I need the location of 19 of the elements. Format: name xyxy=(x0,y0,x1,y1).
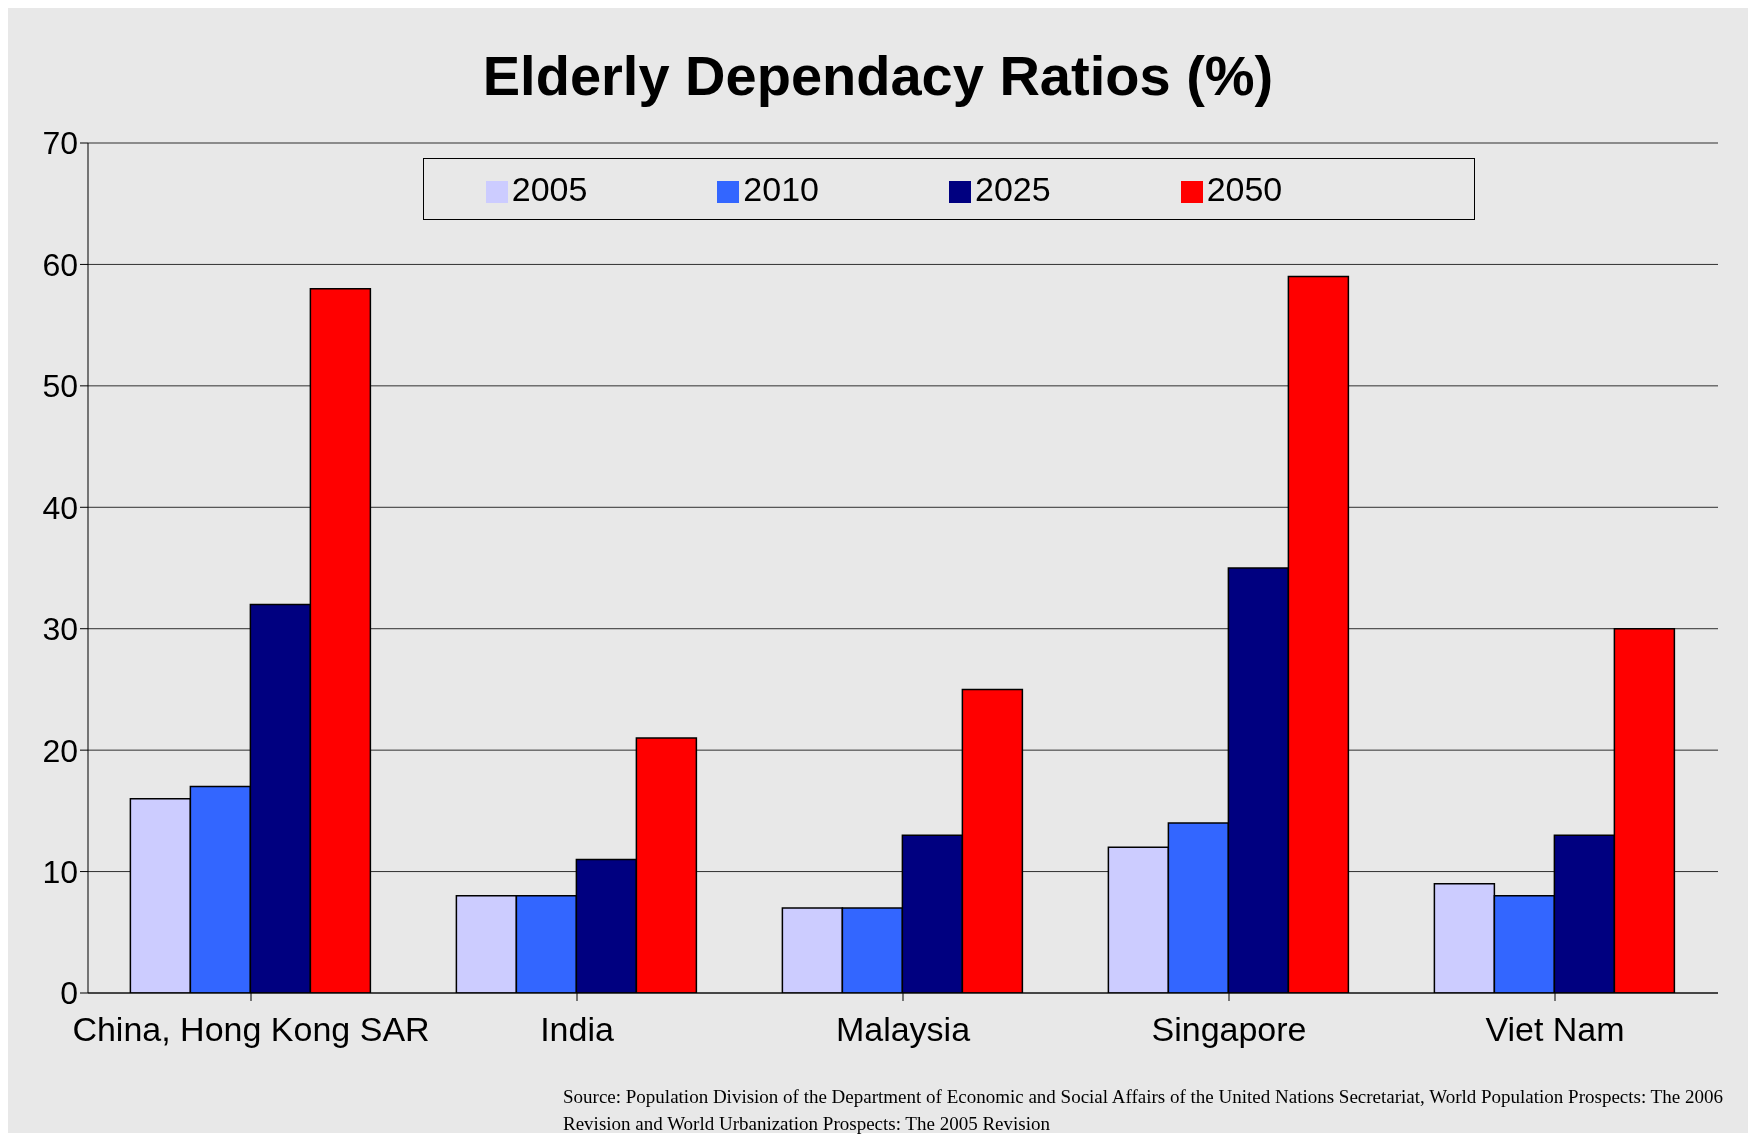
x-tick-label: Singapore xyxy=(1151,1010,1307,1049)
x-tick-label: Viet Nam xyxy=(1485,1010,1625,1049)
y-tick-label: 40 xyxy=(42,489,78,526)
legend-label: 2050 xyxy=(1206,169,1283,208)
legend-label: 2005 xyxy=(511,169,588,208)
y-tick-label: 50 xyxy=(42,368,78,405)
legend-label: 2025 xyxy=(975,169,1051,208)
x-tick-label: India xyxy=(540,1010,614,1049)
chart-title: Elderly Dependacy Ratios (%) xyxy=(481,43,1275,109)
legend-label: 2010 xyxy=(743,169,819,208)
y-tick-label: 10 xyxy=(42,853,78,890)
y-tick-label: 30 xyxy=(42,611,78,648)
y-tick-label: 0 xyxy=(60,975,78,1012)
source-note: Source: Population Division of the Department of Economic and Social Affairs of the United Nations Secretariat, World Population Prospects: The 2006 Revision and World Urbanization Prospects: The 2005 Revision xyxy=(563,1085,1724,1136)
y-tick-label: 20 xyxy=(42,732,78,769)
x-tick-label: China, Hong Kong SAR xyxy=(72,1010,430,1049)
x-tick-label: Malaysia xyxy=(835,1010,971,1049)
y-tick-label: 70 xyxy=(42,125,78,162)
y-tick-label: 60 xyxy=(42,246,78,283)
